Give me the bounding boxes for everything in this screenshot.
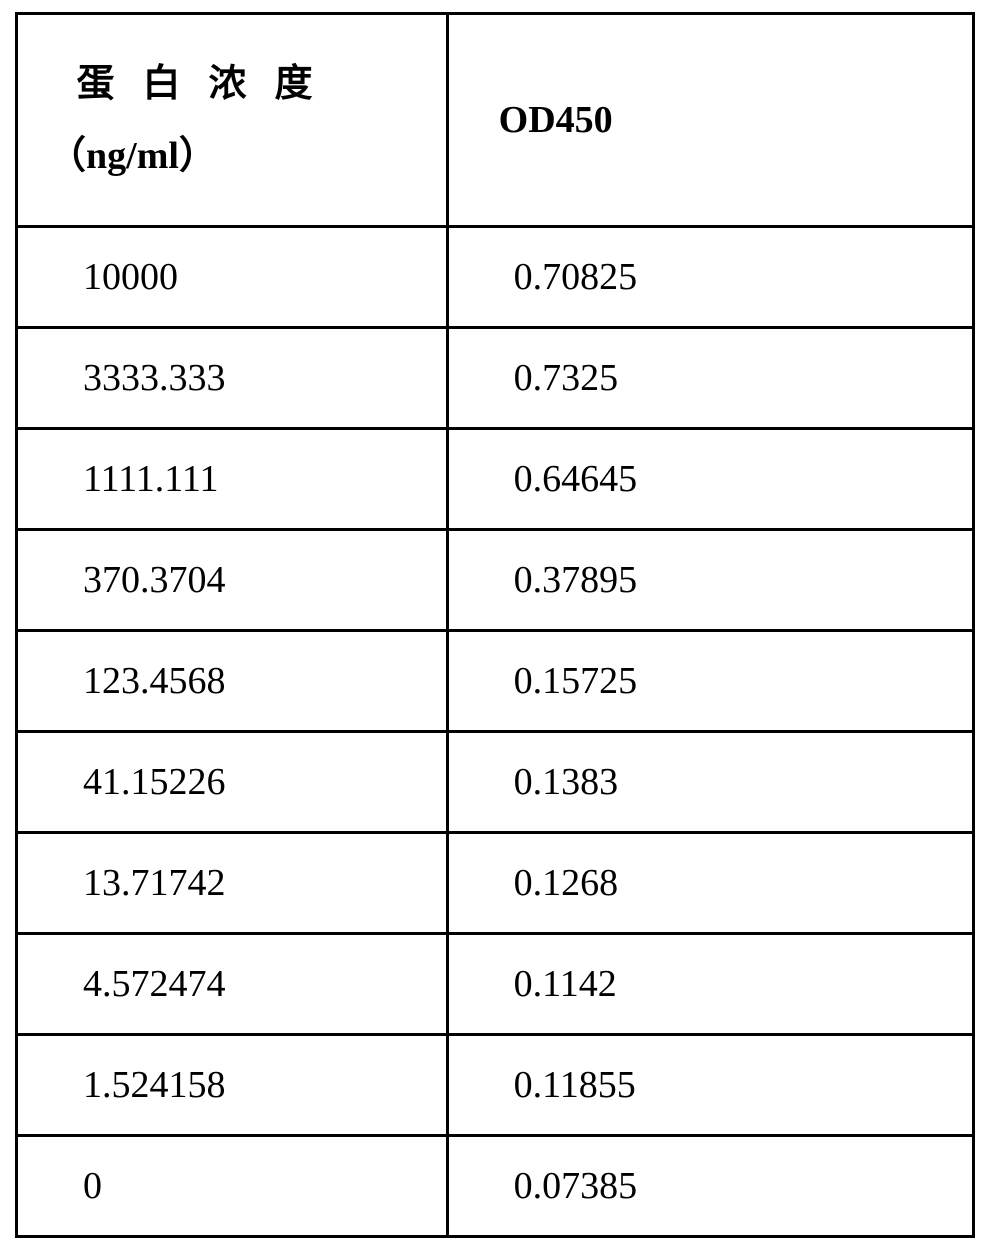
table-row: 10000 0.70825 [17,227,974,328]
col-header-unit: （ng/ml） [48,135,217,177]
cell-concentration: 1.524158 [17,1035,448,1136]
cell-concentration: 4.572474 [17,934,448,1035]
table-row: 13.71742 0.1268 [17,833,974,934]
cell-concentration: 10000 [17,227,448,328]
cell-concentration: 123.4568 [17,631,448,732]
cell-od450: 0.64645 [447,429,973,530]
table-row: 3333.333 0.7325 [17,328,974,429]
cell-od450: 0.07385 [447,1136,973,1237]
col-header-concentration: 蛋白浓度 （ng/ml） [17,14,448,227]
cell-concentration: 41.15226 [17,732,448,833]
table-row: 4.572474 0.1142 [17,934,974,1035]
data-table: 蛋白浓度 （ng/ml） OD450 10000 0.70825 3333.33… [15,12,975,1238]
cell-concentration: 0 [17,1136,448,1237]
cell-concentration: 1111.111 [17,429,448,530]
cell-od450: 0.11855 [447,1035,973,1136]
col-header-od450: OD450 [447,14,973,227]
table-row: 1.524158 0.11855 [17,1035,974,1136]
table-row: 1111.111 0.64645 [17,429,974,530]
cell-concentration: 370.3704 [17,530,448,631]
cell-od450: 0.7325 [447,328,973,429]
cell-od450: 0.15725 [447,631,973,732]
cell-od450: 0.70825 [447,227,973,328]
cell-od450: 0.1383 [447,732,973,833]
cell-concentration: 13.71742 [17,833,448,934]
cell-od450: 0.37895 [447,530,973,631]
cell-od450: 0.1268 [447,833,973,934]
table-row: 41.15226 0.1383 [17,732,974,833]
table-row: 123.4568 0.15725 [17,631,974,732]
cell-od450: 0.1142 [447,934,973,1035]
table-header-row: 蛋白浓度 （ng/ml） OD450 [17,14,974,227]
col-header-label: 蛋白浓度 [77,63,341,105]
cell-concentration: 3333.333 [17,328,448,429]
table-row: 370.3704 0.37895 [17,530,974,631]
table-row: 0 0.07385 [17,1136,974,1237]
